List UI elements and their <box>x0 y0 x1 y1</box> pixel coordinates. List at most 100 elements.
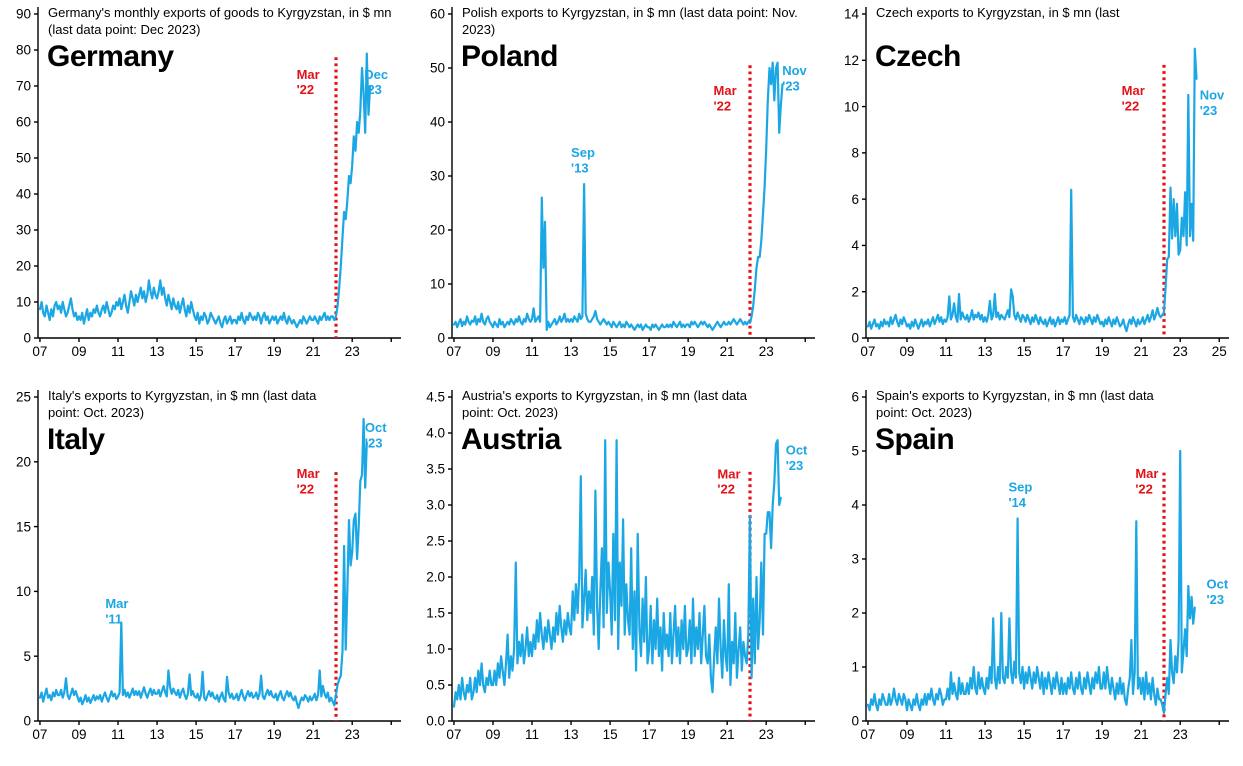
y-tick-label: 3 <box>851 552 859 567</box>
y-tick-label: 40 <box>430 115 445 130</box>
y-tick-label: 30 <box>16 223 31 238</box>
annotation-mar-11: Mar '11 <box>105 596 128 626</box>
chart-title-italy: Italy's exports to Kyrgyzstan, in $ mn (… <box>48 388 317 420</box>
country-label-austria: Austria <box>461 423 561 456</box>
x-tick-label: 21 <box>1134 727 1149 742</box>
x-tick-label: 13 <box>150 727 165 742</box>
y-tick-label: 6 <box>851 390 859 405</box>
y-tick-label: 15 <box>16 519 31 534</box>
y-tick-label: 4 <box>851 238 859 253</box>
country-label-czech: Czech <box>875 40 961 73</box>
exports-series-line <box>452 439 782 708</box>
y-tick-label: 0 <box>851 714 859 729</box>
chart-cell-italy: Italy's exports to Kyrgyzstan, in $ mn (… <box>0 383 414 766</box>
y-tick-label: 0.5 <box>426 678 445 693</box>
annotation-sep-14: Sep '14 <box>1008 480 1032 510</box>
x-tick-label: 21 <box>306 344 321 359</box>
x-tick-label: 23 <box>1173 344 1188 359</box>
x-tick-label: 09 <box>71 344 86 359</box>
x-tick-label: 15 <box>603 344 618 359</box>
x-tick-label: 15 <box>189 344 204 359</box>
y-tick-label: 1.0 <box>426 642 445 657</box>
y-tick-label: 0 <box>23 714 31 729</box>
germany-chart-canvas: 0 10 20 30 40 50 60 70 80 90 07 09 11 13 15 17 19 21 23 Mar… <box>16 7 401 359</box>
exports-series-line <box>866 47 1198 333</box>
x-tick-label: 17 <box>642 344 657 359</box>
x-tick-label: 25 <box>1212 344 1227 359</box>
y-tick-label: 0 <box>23 331 31 346</box>
x-tick-label: 07 <box>446 344 461 359</box>
country-label-spain: Spain <box>875 423 955 456</box>
chart-title-spain: Spain's exports to Kyrgyzstan, in $ mn (… <box>876 388 1154 420</box>
y-tick-label: 0 <box>437 331 445 346</box>
exports-series-line <box>866 449 1196 714</box>
x-tick-label: 23 <box>1173 727 1188 742</box>
y-tick-label: 4 <box>851 498 859 513</box>
y-tick-label: 10 <box>844 99 859 114</box>
x-tick-label: 11 <box>939 344 953 359</box>
chart-cell-spain: Spain's exports to Kyrgyzstan, in $ mn (… <box>828 383 1242 766</box>
y-tick-label: 20 <box>16 259 31 274</box>
y-tick-label: 2 <box>851 606 859 621</box>
x-tick-label: 19 <box>681 727 696 742</box>
x-tick-label: 09 <box>899 727 914 742</box>
x-tick-label: 09 <box>485 344 500 359</box>
annotation-nov-23: Nov '23 <box>782 63 807 93</box>
x-tick-label: 11 <box>525 344 539 359</box>
x-tick-label: 09 <box>71 727 86 742</box>
x-tick-label: 07 <box>32 727 47 742</box>
y-tick-label: 0.0 <box>426 714 445 729</box>
x-tick-label: 07 <box>860 344 875 359</box>
y-tick-label: 10 <box>430 277 445 292</box>
x-tick-label: 17 <box>1056 344 1071 359</box>
y-tick-label: 50 <box>430 61 445 76</box>
y-tick-label: 14 <box>844 7 860 22</box>
chart-title-czech: Czech exports to Kyrgyzstan, in $ mn (la… <box>876 5 1120 20</box>
austria-chart-canvas: 0.0 0.5 1.0 1.5 2.0 2.5 3.0 3.5 4.0 4.5 07 09 11 13 15… <box>426 390 815 742</box>
x-tick-label: 07 <box>32 344 47 359</box>
x-tick-label: 21 <box>1134 344 1149 359</box>
x-tick-label: 11 <box>525 727 539 742</box>
x-tick-label: 23 <box>759 727 774 742</box>
x-tick-label: 19 <box>681 344 696 359</box>
x-tick-label: 15 <box>603 727 618 742</box>
x-tick-label: 17 <box>228 727 243 742</box>
annotation-mar-22: Mar '22 <box>717 466 740 496</box>
x-tick-label: 15 <box>1017 344 1032 359</box>
x-tick-label: 21 <box>720 344 735 359</box>
annotation-sep-13: Sep '13 <box>571 145 595 175</box>
x-tick-label: 19 <box>267 344 282 359</box>
x-tick-label: 13 <box>978 727 993 742</box>
x-tick-label: 21 <box>720 727 735 742</box>
chart-cell-germany: Germany's monthly exports of goods to Ky… <box>0 0 414 383</box>
x-tick-label: 19 <box>1095 727 1110 742</box>
y-tick-label: 5 <box>23 649 31 664</box>
x-tick-label: 17 <box>1056 727 1071 742</box>
x-tick-label: 23 <box>345 727 360 742</box>
y-tick-label: 1.5 <box>426 606 445 621</box>
x-tick-label: 23 <box>759 344 774 359</box>
x-tick-label: 09 <box>485 727 500 742</box>
annotation-mar-22: Mar '22 <box>297 466 320 496</box>
annotation-oct-23: Oct '23 <box>1207 577 1229 607</box>
chart-title-poland: Polish exports to Kyrgyzstan, in $ mn (l… <box>462 5 798 37</box>
x-tick-label: 11 <box>939 727 953 742</box>
annotation-oct-23: Oct '23 <box>365 420 387 450</box>
y-tick-label: 20 <box>430 223 445 238</box>
annotation-oct-23: Oct '23 <box>786 443 808 473</box>
annotation-mar-22: Mar '22 <box>1122 83 1145 113</box>
y-tick-label: 60 <box>16 115 31 130</box>
chart-cell-austria: Austria's exports to Kyrgyzstan, in $ mn… <box>414 383 828 766</box>
y-tick-label: 1 <box>851 660 859 675</box>
czech-chart-canvas: 0 2 4 6 8 10 12 14 07 09 11 13 15 17 19 21 23 25 Mar '22 Nov… <box>844 7 1229 359</box>
x-tick-label: 17 <box>642 727 657 742</box>
italy-chart-canvas: 0 5 10 15 20 25 07 09 11 13 15 17 19 21 23 Mar '11 Mar '22… <box>16 390 401 742</box>
x-tick-label: 15 <box>189 727 204 742</box>
y-tick-label: 2.5 <box>426 534 445 549</box>
x-tick-label: 13 <box>978 344 993 359</box>
x-tick-label: 11 <box>111 344 125 359</box>
exports-series-line <box>38 52 372 329</box>
y-tick-label: 0 <box>851 331 859 346</box>
